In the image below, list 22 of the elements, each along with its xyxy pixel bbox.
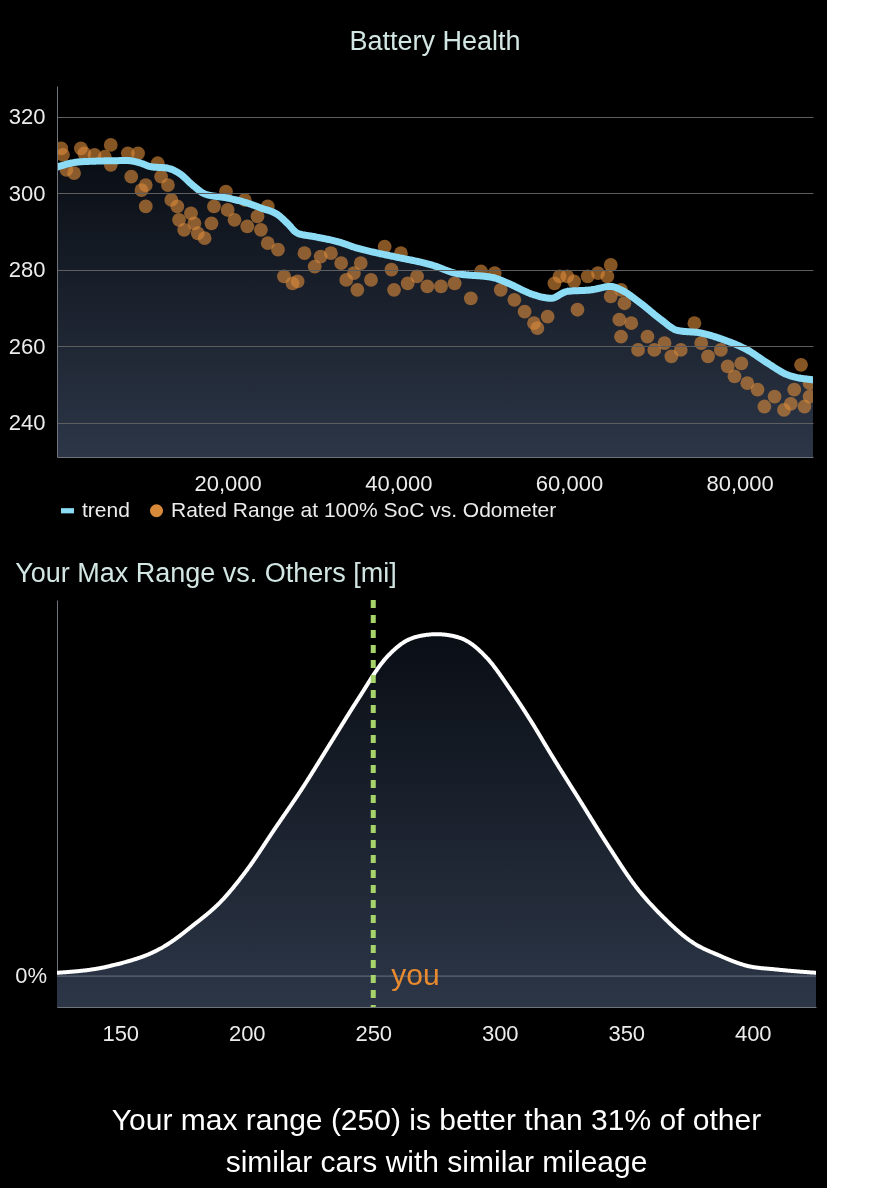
x-tick-label: 350 [608,1020,646,1046]
x-tick-label: 40,000 [365,470,433,496]
y-tick-label: 300 [8,180,46,206]
text: Your max range (250) is better than 31% of other similar cars with similar mileage [111,1103,762,1178]
chart-title: Battery Health [349,26,521,56]
y-tick-label: 320 [8,104,46,130]
x-tick-label: 60,000 [535,470,604,496]
x-tick-label: 400 [734,1020,772,1046]
x-tick-label: 300 [481,1020,519,1046]
x-tick-label: 80,000 [706,470,774,496]
x-tick-label: 250 [355,1020,393,1046]
x-tick-label: 20,000 [194,470,262,496]
legend-label: trend [82,497,130,521]
y-tick-label: 240 [8,410,46,436]
y-tick-label: 280 [8,257,46,283]
y-tick-label: 260 [8,333,46,359]
ref-line-label: you [391,958,440,992]
x-tick-label: 150 [102,1020,140,1046]
legend-label: Rated Range at 100% SoC vs. Odometer [171,497,557,521]
ref-line-label: 0% [15,963,47,989]
x-tick-label: 200 [228,1020,266,1046]
chart-title: Your Max Range vs. Others [mi] [15,557,397,588]
